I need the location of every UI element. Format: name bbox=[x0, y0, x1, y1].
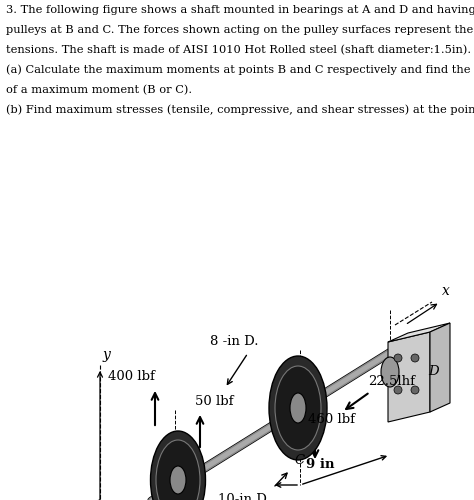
Text: 10-in D.: 10-in D. bbox=[218, 493, 271, 500]
Polygon shape bbox=[430, 323, 450, 412]
Text: 9 in: 9 in bbox=[306, 458, 335, 471]
Ellipse shape bbox=[170, 466, 186, 494]
Text: (b) Find maximum stresses (tensile, compressive, and shear stresses) at the poin: (b) Find maximum stresses (tensile, comp… bbox=[6, 104, 474, 116]
Text: pulleys at B and C. The forces shown acting on the pulley surfaces represent the: pulleys at B and C. The forces shown act… bbox=[6, 25, 474, 35]
Text: 460 lbf: 460 lbf bbox=[308, 413, 355, 426]
Text: D: D bbox=[428, 365, 438, 378]
Ellipse shape bbox=[275, 366, 321, 450]
Circle shape bbox=[411, 386, 419, 394]
Text: C: C bbox=[294, 454, 304, 467]
Text: 50 lbf: 50 lbf bbox=[195, 395, 234, 408]
Circle shape bbox=[411, 354, 419, 362]
Text: tensions. The shaft is made of AISI 1010 Hot Rolled steel (shaft diameter:1.5in): tensions. The shaft is made of AISI 1010… bbox=[6, 45, 471, 55]
Ellipse shape bbox=[381, 357, 399, 387]
Text: y: y bbox=[103, 348, 111, 362]
Text: 8 -in D.: 8 -in D. bbox=[210, 335, 258, 348]
Circle shape bbox=[394, 354, 402, 362]
Circle shape bbox=[394, 386, 402, 394]
Ellipse shape bbox=[156, 440, 200, 500]
Text: of a maximum moment (B or C).: of a maximum moment (B or C). bbox=[6, 85, 192, 95]
Text: 3. The following figure shows a shaft mounted in bearings at A and D and having: 3. The following figure shows a shaft mo… bbox=[6, 5, 474, 15]
Text: x: x bbox=[442, 284, 450, 298]
Ellipse shape bbox=[151, 431, 206, 500]
Text: 22.5lhf: 22.5lhf bbox=[368, 375, 415, 388]
Text: (a) Calculate the maximum moments at points B and C respectively and find the po: (a) Calculate the maximum moments at poi… bbox=[6, 64, 474, 76]
Text: 400 lbf: 400 lbf bbox=[108, 370, 155, 383]
Ellipse shape bbox=[269, 356, 327, 460]
Polygon shape bbox=[388, 332, 430, 422]
Polygon shape bbox=[388, 323, 450, 342]
Ellipse shape bbox=[290, 393, 306, 423]
